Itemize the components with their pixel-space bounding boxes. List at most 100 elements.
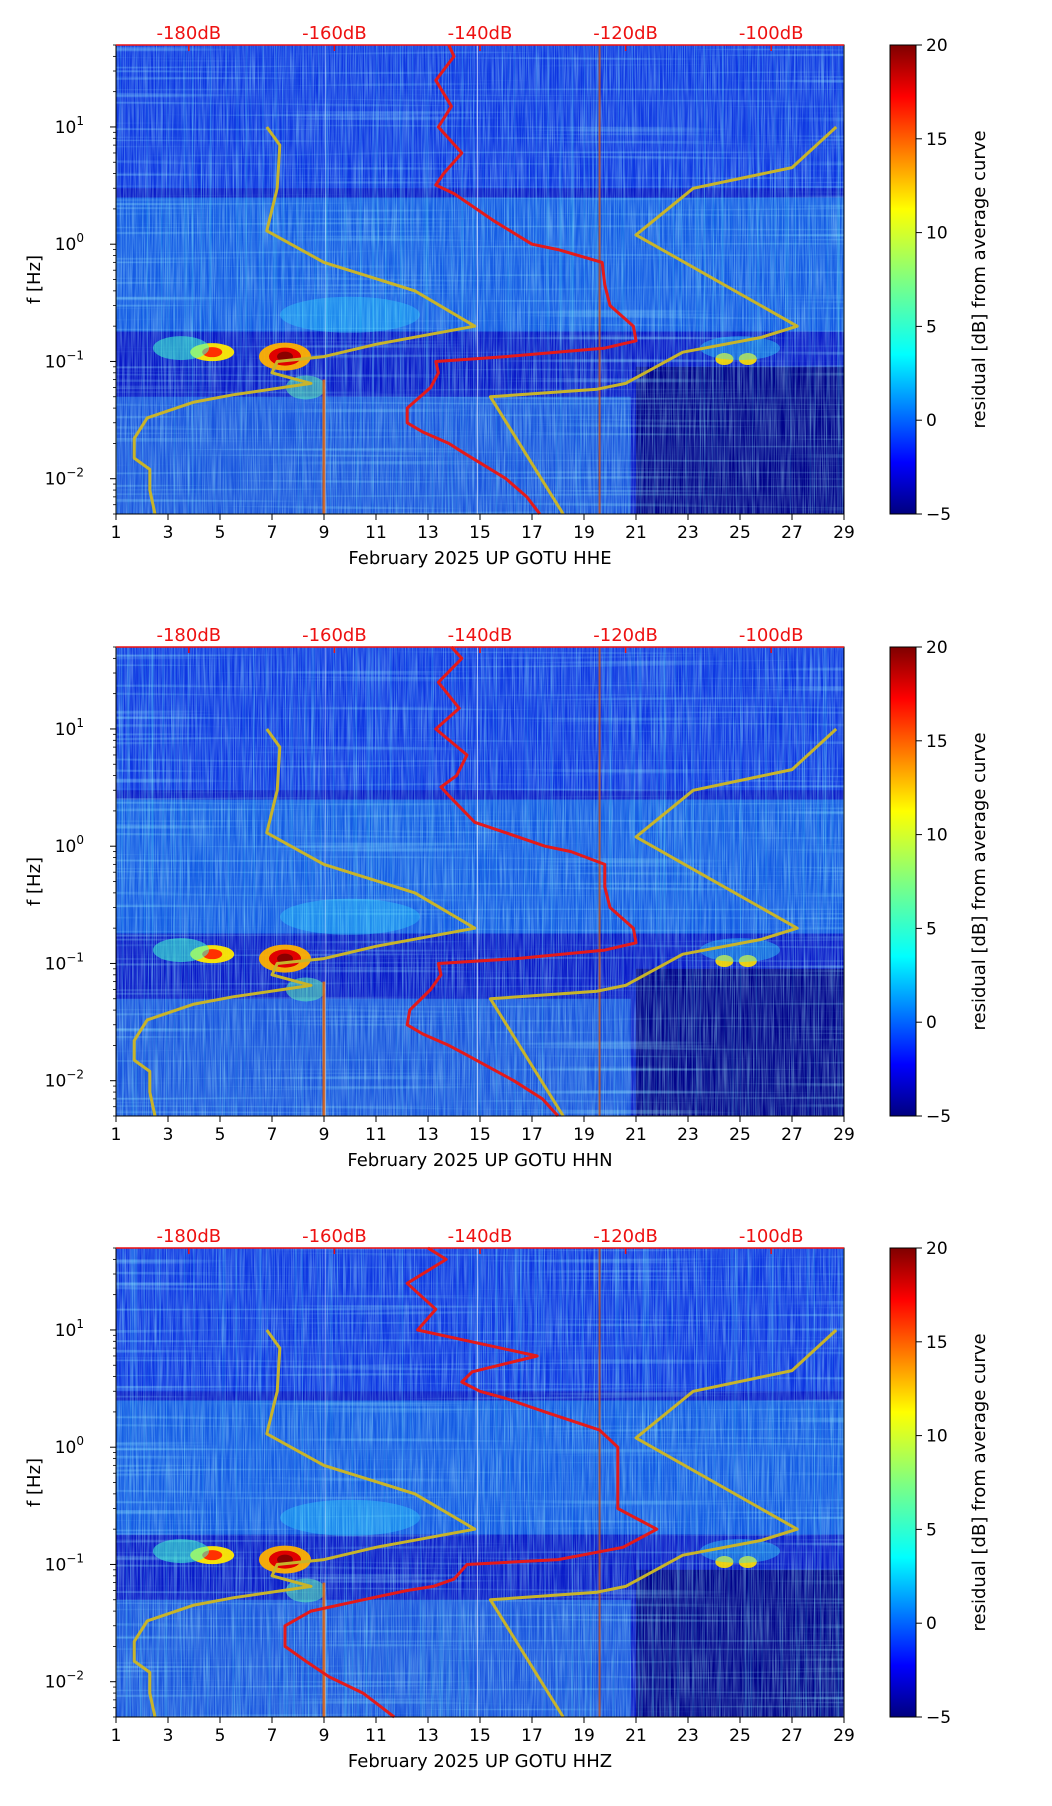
top-db-tick-label: -100dB — [739, 23, 804, 44]
colorbar-tick-label: −5 — [926, 505, 951, 525]
y-tick-label: 10−1 — [45, 1551, 84, 1575]
heatmap-hotspot — [700, 938, 780, 963]
top-db-tick-label: -140dB — [448, 625, 513, 646]
heatmap-line-day9-white — [324, 45, 326, 514]
x-tick-label: 5 — [215, 1726, 226, 1746]
heatmap-line-day19 — [598, 45, 601, 514]
colorbar-tick-label: 15 — [926, 732, 948, 752]
heatmap-hotspot — [738, 954, 757, 967]
heatmap-line-day15 — [476, 1248, 478, 1717]
x-axis-label: February 2025 UP GOTU HHN — [347, 1150, 612, 1171]
top-db-tick-label: -160dB — [302, 23, 367, 44]
y-tick-label: 101 — [55, 716, 84, 740]
x-tick-label: 11 — [365, 1726, 387, 1746]
y-tick-exponent: 1 — [76, 1317, 84, 1331]
x-tick-label: 5 — [215, 1125, 226, 1145]
y-tick-exponent: 1 — [76, 716, 84, 730]
heatmap-hotspot — [715, 1555, 734, 1568]
y-tick-exponent: −2 — [66, 1669, 84, 1683]
y-tick-exponent: 0 — [76, 833, 84, 847]
y-tick-label: 101 — [55, 114, 84, 138]
x-tick-label: 15 — [469, 523, 491, 543]
x-tick-label: 29 — [833, 1125, 855, 1145]
heatmap-hotspot — [700, 336, 780, 361]
heatmap-image — [116, 1248, 844, 1717]
x-tick-label: 23 — [677, 1726, 699, 1746]
heatmap-line-day9 — [322, 981, 326, 1116]
top-db-tick-label: -180dB — [156, 1226, 221, 1247]
x-tick-label: 29 — [833, 1726, 855, 1746]
gold-curve-right — [488, 727, 838, 1117]
x-tick-label: 13 — [417, 523, 439, 543]
x-tick-label: 19 — [573, 523, 595, 543]
top-db-tick-label: -120dB — [593, 23, 658, 44]
x-tick-label: 11 — [365, 523, 387, 543]
colorbar-tick-label: 5 — [926, 1520, 937, 1540]
y-tick-label: 100 — [55, 833, 84, 857]
x-tick-label: 23 — [677, 1125, 699, 1145]
x-tick-label: 25 — [729, 523, 751, 543]
y-tick-base: 10 — [45, 352, 67, 372]
x-tick-label: 29 — [833, 523, 855, 543]
y-tick-label: 10−2 — [45, 466, 84, 490]
heatmap-hotspot — [715, 954, 734, 967]
x-tick-label: 17 — [521, 523, 543, 543]
x-tick-label: 11 — [365, 1125, 387, 1145]
y-tick-base: 10 — [45, 1555, 67, 1575]
x-tick-label: 25 — [729, 1726, 751, 1746]
y-tick-exponent: −2 — [66, 466, 84, 480]
x-tick-label: 1 — [111, 1125, 122, 1145]
colorbar-tick-label: 20 — [926, 36, 948, 56]
colorbar-tick-label: 20 — [926, 638, 948, 658]
y-tick-exponent: −1 — [66, 950, 84, 964]
colorbar-tick-label: 15 — [926, 1333, 948, 1353]
y-tick-label: 10−1 — [45, 950, 84, 974]
y-tick-base: 10 — [55, 1321, 77, 1341]
gold-curve-right — [488, 1328, 838, 1718]
x-tick-label: 27 — [781, 1726, 803, 1746]
colorbar — [889, 44, 917, 515]
y-axis-label: f [Hz] — [24, 255, 45, 304]
x-tick-label: 5 — [215, 523, 226, 543]
x-tick-label: 23 — [677, 523, 699, 543]
x-tick-label: 21 — [625, 1726, 647, 1746]
x-tick-label: 15 — [469, 1125, 491, 1145]
x-tick-label: 15 — [469, 1726, 491, 1746]
x-tick-label: 1 — [111, 523, 122, 543]
red-curve — [283, 1246, 659, 1719]
heatmap-hotspot — [153, 336, 209, 361]
x-tick-label: 25 — [729, 1125, 751, 1145]
y-tick-exponent: 0 — [76, 1434, 84, 1448]
y-tick-exponent: −1 — [66, 1551, 84, 1565]
x-tick-label: 1 — [111, 1726, 122, 1746]
heatmap-image — [116, 647, 844, 1116]
x-tick-label: 19 — [573, 1726, 595, 1746]
heatmap-line-day19 — [598, 1248, 601, 1717]
x-tick-label: 27 — [781, 523, 803, 543]
x-tick-label: 9 — [319, 523, 330, 543]
heatmap-hotspot — [285, 977, 326, 1002]
heatmap-hotspot — [285, 375, 326, 400]
y-tick-base: 10 — [55, 1438, 77, 1458]
top-db-tick-label: -140dB — [448, 23, 513, 44]
x-tick-label: 19 — [573, 1125, 595, 1145]
x-tick-label: 17 — [521, 1726, 543, 1746]
y-axis-label: f [Hz] — [24, 1458, 45, 1507]
heatmap-hotspot — [715, 352, 734, 365]
y-tick-label: 101 — [55, 1317, 84, 1341]
top-db-tick-label: -100dB — [739, 1226, 804, 1247]
red-curve — [405, 44, 638, 515]
top-db-tick-label: -100dB — [739, 625, 804, 646]
x-tick-label: 13 — [417, 1125, 439, 1145]
heatmap-hotspot — [153, 938, 209, 963]
x-tick-label: 7 — [267, 1125, 278, 1145]
y-tick-exponent: −1 — [66, 348, 84, 362]
x-tick-label: 13 — [417, 1726, 439, 1746]
colorbar-tick-label: 0 — [926, 411, 937, 431]
heatmap-line-day9 — [322, 1582, 326, 1717]
heatmap-line-day9 — [322, 379, 326, 514]
x-tick-label: 21 — [625, 523, 647, 543]
heatmap-hotspot — [153, 1539, 209, 1564]
x-tick-label: 9 — [319, 1125, 330, 1145]
